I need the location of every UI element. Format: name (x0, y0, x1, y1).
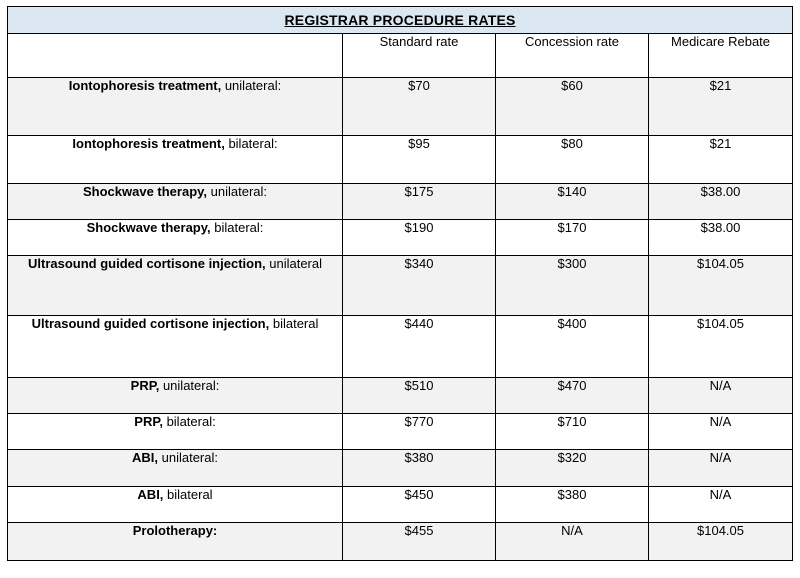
concession-rate-cell: N/A (495, 522, 649, 561)
concession-rate-cell: $400 (495, 315, 649, 378)
procedure-name: ABI, (137, 487, 164, 502)
table-row: Iontophoresis treatment, unilateral: $70… (7, 77, 794, 136)
standard-rate-cell: $440 (342, 315, 496, 378)
procedure-side: unilateral (265, 256, 322, 271)
table-row: Shockwave therapy, unilateral: $175 $140… (7, 183, 794, 220)
procedure-side: unilateral: (221, 78, 282, 93)
medicare-rebate-cell: $104.05 (647, 522, 794, 561)
procedure-side: unilateral: (207, 184, 268, 199)
column-header-concession-rate: Concession rate (495, 33, 649, 78)
table-row: PRP, bilateral: $770 $710 N/A (7, 413, 794, 450)
concession-rate-cell: $470 (495, 377, 649, 414)
procedure-cell: Shockwave therapy, unilateral: (7, 183, 343, 220)
procedure-side: bilateral (163, 487, 213, 502)
medicare-rebate-cell: $21 (647, 77, 794, 136)
standard-rate-cell: $380 (342, 449, 496, 487)
standard-rate-cell: $450 (342, 486, 496, 523)
concession-rate-cell: $320 (495, 449, 649, 487)
procedure-side: bilateral: (210, 220, 264, 235)
standard-rate-cell: $770 (342, 413, 496, 450)
procedure-name: Shockwave therapy, (86, 220, 211, 235)
table-row: Shockwave therapy, bilateral: $190 $170 … (7, 219, 794, 256)
table-row: Iontophoresis treatment, bilateral: $95 … (7, 135, 794, 184)
medicare-rebate-cell: $104.05 (647, 315, 794, 378)
procedure-cell: Iontophoresis treatment, unilateral: (7, 77, 343, 136)
procedure-name: PRP, (130, 378, 160, 393)
table-row: ABI, unilateral: $380 $320 N/A (7, 449, 794, 487)
concession-rate-cell: $170 (495, 219, 649, 256)
procedure-cell: PRP, bilateral: (7, 413, 343, 450)
procedure-cell: ABI, unilateral: (7, 449, 343, 487)
procedure-cell: Prolotherapy: (7, 522, 343, 561)
column-header-medicare-rebate: Medicare Rebate (647, 33, 794, 78)
column-header-row: Standard rate Concession rate Medicare R… (7, 33, 794, 78)
table-row: Ultrasound guided cortisone injection, b… (7, 315, 794, 378)
procedure-cell: PRP, unilateral: (7, 377, 343, 414)
procedure-name: Iontophoresis treatment, (72, 136, 225, 151)
procedure-cell: Ultrasound guided cortisone injection, u… (7, 255, 343, 316)
procedure-side: bilateral: (162, 414, 216, 429)
medicare-rebate-cell: N/A (647, 486, 794, 523)
procedure-name: Iontophoresis treatment, (68, 78, 222, 93)
concession-rate-cell: $140 (495, 183, 649, 220)
standard-rate-cell: $70 (342, 77, 496, 136)
standard-rate-cell: $510 (342, 377, 496, 414)
table-row: ABI, bilateral $450 $380 N/A (7, 486, 794, 523)
procedure-name: Shockwave therapy, (82, 184, 208, 199)
procedure-name: ABI, (132, 450, 158, 465)
medicare-rebate-cell: $104.05 (647, 255, 794, 316)
column-header-standard-rate: Standard rate (342, 33, 496, 78)
concession-rate-cell: $60 (495, 77, 649, 136)
standard-rate-cell: $95 (342, 135, 496, 184)
procedure-name: Prolotherapy: (132, 523, 218, 538)
procedure-side: unilateral: (159, 378, 220, 393)
procedure-name: Ultrasound guided cortisone injection, (28, 256, 266, 271)
procedure-name: Ultrasound guided cortisone injection, (31, 316, 270, 331)
procedure-name: PRP, (134, 414, 163, 429)
table-row: PRP, unilateral: $510 $470 N/A (7, 377, 794, 414)
medicare-rebate-cell: N/A (647, 449, 794, 487)
concession-rate-cell: $710 (495, 413, 649, 450)
concession-rate-cell: $80 (495, 135, 649, 184)
standard-rate-cell: $340 (342, 255, 496, 316)
medicare-rebate-cell: $38.00 (647, 219, 794, 256)
table-title-row: REGISTRAR PROCEDURE RATES (6, 6, 794, 34)
registrar-rates-table: REGISTRAR PROCEDURE RATES Standard rate … (6, 6, 794, 561)
medicare-rebate-cell: N/A (647, 377, 794, 414)
procedure-cell: Ultrasound guided cortisone injection, b… (7, 315, 343, 378)
medicare-rebate-cell: $21 (647, 135, 794, 184)
column-header-procedure (7, 33, 343, 78)
table-row: Prolotherapy: $455 N/A $104.05 (7, 522, 794, 561)
table-row: Ultrasound guided cortisone injection, u… (7, 255, 794, 316)
procedure-side: bilateral: (224, 136, 278, 151)
standard-rate-cell: $455 (342, 522, 496, 561)
concession-rate-cell: $380 (495, 486, 649, 523)
procedure-side: bilateral (269, 316, 319, 331)
procedure-cell: Iontophoresis treatment, bilateral: (7, 135, 343, 184)
medicare-rebate-cell: $38.00 (647, 183, 794, 220)
medicare-rebate-cell: N/A (647, 413, 794, 450)
concession-rate-cell: $300 (495, 255, 649, 316)
table-title: REGISTRAR PROCEDURE RATES (284, 12, 516, 28)
standard-rate-cell: $190 (342, 219, 496, 256)
table-title-cell: REGISTRAR PROCEDURE RATES (6, 6, 794, 34)
procedure-cell: Shockwave therapy, bilateral: (7, 219, 343, 256)
procedure-cell: ABI, bilateral (7, 486, 343, 523)
procedure-side: unilateral: (158, 450, 218, 465)
standard-rate-cell: $175 (342, 183, 496, 220)
